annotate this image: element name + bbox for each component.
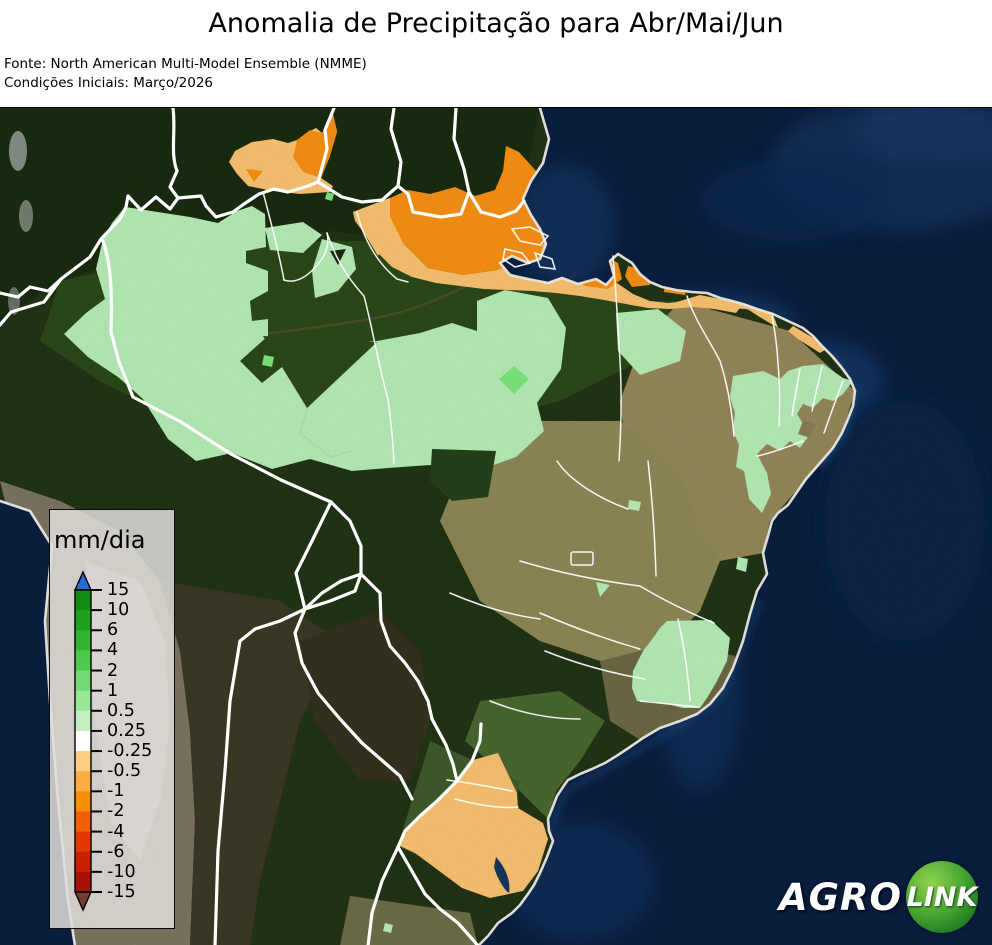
colorbar-segment (75, 871, 91, 893)
legend-tick-label: -15 (107, 882, 136, 902)
colorbar-segment (75, 630, 91, 651)
map-canvas: mm/dia 15 10 6 4 2 1 0.5 0.25 -0.25 -0.5 -1 -2 -4 -6-… (0, 107, 992, 945)
legend-tick-label: -2 (107, 801, 125, 822)
colorbar-under-arrow (73, 891, 93, 912)
source-line: Fonte: North American Multi-Model Ensemb… (4, 56, 367, 72)
legend-tick-label: 1 (107, 680, 119, 701)
logo-text-link: LINK (906, 881, 978, 913)
legend-tick-label: -0.5 (107, 761, 142, 782)
legend-tick-label: -10 (107, 861, 136, 882)
colorbar-segment (75, 670, 91, 692)
legend-tick-label: 6 (107, 620, 119, 641)
colorbar (73, 570, 102, 912)
colorbar-segment (75, 610, 91, 631)
legend-tick-label: -0.25 (107, 741, 153, 762)
colorbar-segment (75, 710, 91, 732)
state-borders (262, 191, 844, 809)
colorbar-over-arrow (73, 570, 93, 591)
legend-tick-label: 4 (107, 640, 119, 661)
legend-tick-label: 0.25 (107, 720, 146, 741)
legend-tick-label: 2 (107, 660, 119, 681)
colorbar-segment (75, 730, 91, 752)
legend-tick-label: -6 (107, 841, 125, 862)
colorbar-legend: mm/dia 15 10 6 4 2 1 0.5 0.25 -0.25 -0.5 -1 -2 -4 -6-… (49, 509, 175, 929)
legend-tick-label: -4 (107, 821, 125, 842)
colorbar-segment (75, 811, 91, 833)
colorbar-segment (75, 771, 91, 792)
colorbar-segment (75, 751, 91, 772)
page-title: Anomalia de Precipitação para Abr/Mai/Ju… (208, 8, 784, 39)
colorbar-segment (75, 791, 91, 812)
initial-conditions-line: Condições Iniciais: Março/2026 (4, 75, 213, 91)
legend-tick-label: 10 (107, 600, 130, 621)
colorbar-segment (75, 831, 91, 853)
colorbar-segment (75, 851, 91, 873)
legend-tick-label: -1 (107, 781, 125, 802)
colorbar-segment (75, 590, 91, 611)
legend-tick-label: 0.5 (107, 700, 135, 721)
legend-tick-label: 15 (107, 580, 130, 600)
agrolink-logo: AGRO LINK (779, 861, 978, 933)
colorbar-segment (75, 690, 91, 712)
colorbar-segment (75, 650, 91, 672)
logo-green-ball-icon: LINK (906, 861, 978, 933)
header: Anomalia de Precipitação para Abr/Mai/Ju… (0, 0, 992, 107)
country-borders (0, 108, 526, 945)
logo-text-agro: AGRO (779, 875, 902, 919)
legend-unit-label: mm/dia (54, 526, 146, 554)
